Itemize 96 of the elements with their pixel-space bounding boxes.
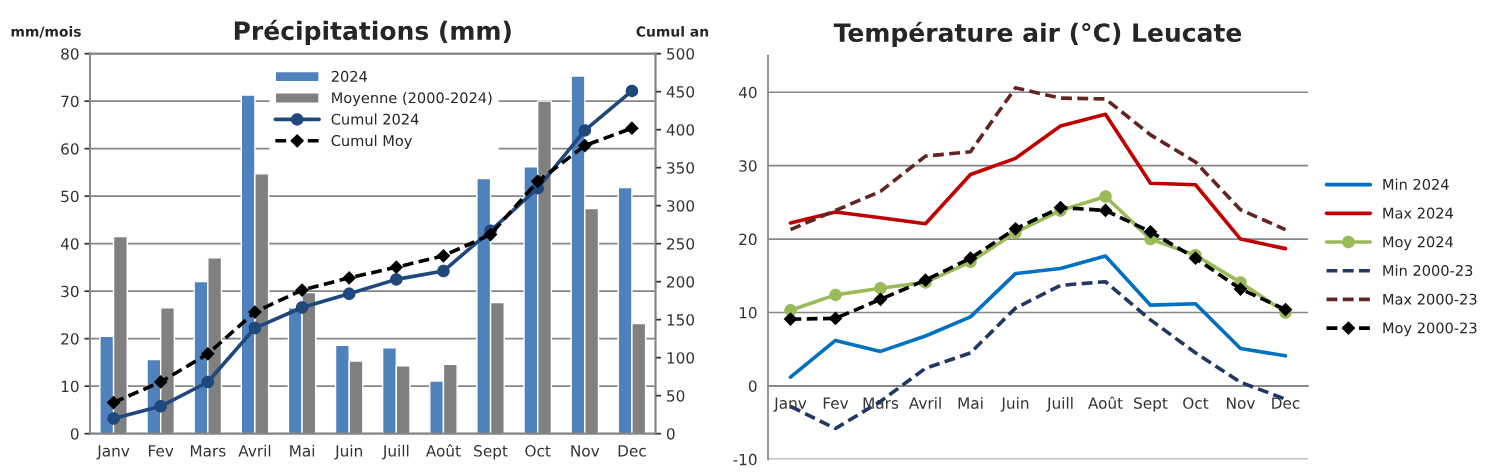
- point: [1008, 221, 1023, 236]
- point: [154, 400, 167, 413]
- y-tick-label: 70: [61, 95, 79, 108]
- y-tick-label: 60: [61, 143, 79, 155]
- y2-tick-label: 350: [667, 162, 695, 174]
- y2-tick-label: 450: [666, 86, 695, 98]
- legend-label: Min 2000-23: [1383, 264, 1473, 277]
- point: [342, 287, 356, 301]
- x-tick-label: Nov: [1227, 397, 1255, 409]
- y2-tick-label: 250: [667, 238, 695, 250]
- point: [248, 321, 262, 335]
- y-tick-label: 20: [61, 333, 79, 345]
- point: [873, 292, 888, 307]
- y-tick-label: 0: [748, 380, 757, 392]
- point: [828, 311, 843, 326]
- line-series: [788, 254, 1288, 379]
- y-tick-label: 10: [61, 380, 79, 393]
- point: [153, 375, 168, 389]
- point: [295, 301, 309, 314]
- y2-tick-label: 400: [666, 124, 695, 136]
- y2-tick-label: 0: [666, 428, 675, 440]
- legend-label: Moy 2024: [1383, 236, 1454, 251]
- line-series: [788, 86, 1288, 232]
- x-tick-label: Avril: [238, 444, 271, 457]
- y-axis-title: mm/mois: [11, 26, 81, 38]
- point: [829, 288, 842, 302]
- point: [248, 305, 262, 319]
- y-tick-label: 80: [61, 48, 79, 60]
- y-tick-label: 30: [61, 285, 79, 298]
- line-series: [788, 112, 1288, 251]
- point: [783, 312, 798, 326]
- legend-label: Moy 2000-23: [1383, 322, 1477, 337]
- point: [390, 273, 403, 286]
- y2-tick-label: 300: [667, 200, 695, 212]
- point: [201, 375, 215, 389]
- point: [1188, 251, 1203, 266]
- chart-title: Précipitations (mm): [234, 19, 511, 45]
- x-tick-label: Août: [1088, 396, 1123, 409]
- x-tick-label: Nov: [571, 445, 600, 457]
- point: [437, 264, 450, 278]
- x-tick-label: Juin: [1000, 397, 1029, 412]
- x-tick-label: Fev: [823, 397, 849, 409]
- point: [1143, 224, 1158, 239]
- y-tick-label: 0: [70, 428, 79, 440]
- x-tick-label: Janv: [773, 397, 807, 412]
- x-tick-label: Mars: [190, 445, 226, 457]
- y2-tick-label: 150: [667, 314, 695, 326]
- point: [578, 124, 592, 137]
- x-tick-label: Juill: [382, 444, 409, 460]
- legend-label: Max 2024: [1383, 207, 1454, 219]
- y-tick-label: 40: [60, 238, 79, 250]
- point: [874, 282, 887, 295]
- point: [200, 347, 215, 361]
- point: [436, 248, 451, 263]
- point: [107, 412, 120, 425]
- x-tick-label: Sept: [1134, 397, 1168, 412]
- x-tick-label: Sept: [474, 445, 508, 460]
- legend-label: Max 2000-23: [1383, 293, 1477, 305]
- point: [530, 174, 545, 189]
- x-tick-label: Mai: [958, 397, 983, 409]
- point: [963, 251, 978, 266]
- x-tick-label: Août: [425, 444, 461, 457]
- point: [625, 84, 639, 98]
- x-tick-label: Dec: [1272, 397, 1300, 409]
- y2-tick-label: 100: [667, 352, 695, 364]
- x-tick-label: Dec: [618, 445, 646, 457]
- point: [625, 121, 639, 136]
- point: [389, 260, 404, 275]
- x-tick-label: Mai: [290, 444, 315, 457]
- x-tick-label: Oct: [525, 445, 551, 457]
- legend-label: Moyenne (2000-2024): [332, 92, 492, 107]
- x-tick-label: Oct: [1183, 397, 1209, 409]
- point: [1099, 190, 1112, 203]
- y2-tick-label: 200: [667, 276, 695, 288]
- chart-title: Température air (°C) Leucate: [833, 21, 1242, 47]
- x-tick-label: Juin: [334, 444, 362, 460]
- x-tick-label: Janv: [96, 445, 130, 460]
- y-tick-label: 40: [738, 86, 757, 99]
- legend-label: Min 2024: [1383, 178, 1449, 190]
- point: [577, 138, 592, 153]
- y-tick-label: 10: [739, 306, 757, 319]
- point: [1233, 282, 1248, 296]
- y2-tick-label: 500: [667, 48, 695, 60]
- y-tick-label: 50: [61, 190, 79, 203]
- legend-label: Cumul 2024: [331, 113, 419, 125]
- y2-tick-label: 50: [667, 390, 685, 402]
- y-tick-label: -10: [733, 453, 757, 466]
- x-tick-label: Juill: [1046, 397, 1073, 412]
- legend-label: 2024: [331, 70, 368, 82]
- y-tick-label: 30: [739, 160, 757, 172]
- x-tick-label: Fev: [148, 445, 174, 457]
- point: [342, 271, 357, 285]
- y-tick-label: 20: [739, 233, 757, 246]
- x-tick-label: Avril: [908, 397, 941, 409]
- y2-axis-title: Cumul an: [636, 26, 709, 37]
- legend-label: Cumul Moy: [331, 134, 412, 149]
